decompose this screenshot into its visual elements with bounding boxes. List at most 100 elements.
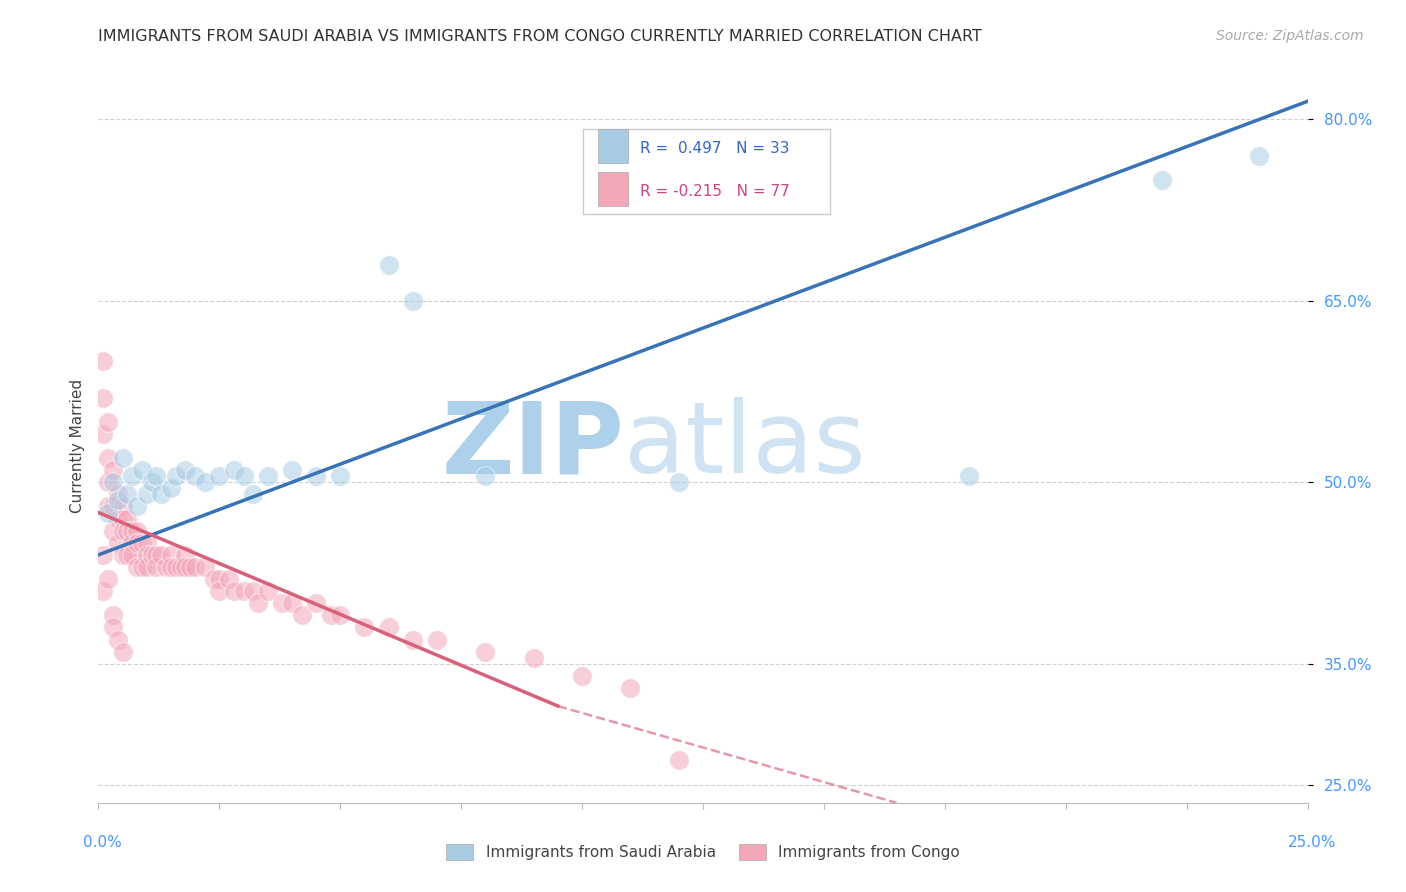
Point [121, 524, 143, 538]
Point [145, 560, 167, 574]
Point [402, 632, 425, 647]
Point [131, 535, 153, 549]
Point [256, 584, 278, 599]
Point [107, 535, 129, 549]
Point [107, 632, 129, 647]
Point [232, 469, 254, 483]
Point [319, 608, 342, 623]
Point [218, 572, 240, 586]
Point [111, 645, 134, 659]
Y-axis label: Currently Married: Currently Married [69, 379, 84, 513]
Point [127, 535, 149, 549]
Point [184, 469, 207, 483]
Legend: Immigrants from Saudi Arabia, Immigrants from Congo: Immigrants from Saudi Arabia, Immigrants… [440, 838, 966, 866]
Point [150, 548, 173, 562]
Point [1152, 173, 1174, 187]
Point [107, 487, 129, 501]
Point [101, 524, 124, 538]
Point [155, 560, 177, 574]
Point [111, 451, 134, 466]
Text: IMMIGRANTS FROM SAUDI ARABIA VS IMMIGRANTS FROM CONGO CURRENTLY MARRIED CORRELAT: IMMIGRANTS FROM SAUDI ARABIA VS IMMIGRAN… [98, 29, 983, 44]
Point [174, 560, 197, 574]
Point [232, 584, 254, 599]
Point [117, 511, 139, 525]
Point [619, 681, 641, 695]
Point [111, 500, 134, 514]
Point [160, 560, 183, 574]
Point [305, 596, 328, 610]
Point [165, 560, 187, 574]
Point [97, 451, 120, 466]
Text: ZIP: ZIP [441, 398, 624, 494]
Point [208, 572, 231, 586]
Point [668, 754, 690, 768]
Point [222, 584, 245, 599]
Point [145, 469, 167, 483]
Point [160, 548, 183, 562]
Point [91, 354, 114, 368]
Point [474, 645, 496, 659]
Point [208, 469, 231, 483]
Point [165, 469, 187, 483]
Point [101, 608, 124, 623]
Point [377, 620, 399, 634]
Point [127, 500, 149, 514]
Point [247, 596, 270, 610]
Point [377, 258, 399, 272]
Point [97, 506, 120, 520]
Point [523, 650, 546, 665]
Point [222, 463, 245, 477]
Point [91, 584, 114, 599]
Point [290, 608, 312, 623]
Point [135, 548, 157, 562]
Point [765, 197, 787, 211]
Point [329, 608, 352, 623]
Point [101, 475, 124, 490]
Point [169, 560, 191, 574]
Point [194, 560, 217, 574]
Text: Source: ZipAtlas.com: Source: ZipAtlas.com [1216, 29, 1364, 43]
Point [121, 469, 143, 483]
Point [107, 511, 129, 525]
Point [101, 463, 124, 477]
Text: 0.0%: 0.0% [83, 836, 122, 850]
Point [97, 500, 120, 514]
Point [121, 548, 143, 562]
Point [305, 469, 328, 483]
Point [402, 293, 425, 308]
Point [141, 548, 163, 562]
Point [1249, 149, 1271, 163]
Point [91, 548, 114, 562]
Point [121, 535, 143, 549]
Point [208, 584, 231, 599]
Point [117, 487, 139, 501]
Point [111, 548, 134, 562]
Point [329, 469, 352, 483]
Point [101, 620, 124, 634]
Point [242, 584, 264, 599]
Point [194, 475, 217, 490]
Point [174, 548, 197, 562]
Point [353, 620, 375, 634]
Point [91, 391, 114, 405]
Point [111, 524, 134, 538]
Point [97, 475, 120, 490]
Point [145, 548, 167, 562]
Point [571, 669, 593, 683]
Point [127, 560, 149, 574]
Point [184, 560, 207, 574]
Point [957, 469, 980, 483]
Point [101, 500, 124, 514]
Point [242, 487, 264, 501]
Point [174, 463, 197, 477]
Point [97, 572, 120, 586]
Point [127, 524, 149, 538]
Point [141, 475, 163, 490]
Point [97, 415, 120, 429]
Point [117, 524, 139, 538]
Text: 25.0%: 25.0% [1288, 836, 1336, 850]
Point [160, 481, 183, 495]
Point [135, 560, 157, 574]
Point [131, 560, 153, 574]
Point [281, 463, 304, 477]
